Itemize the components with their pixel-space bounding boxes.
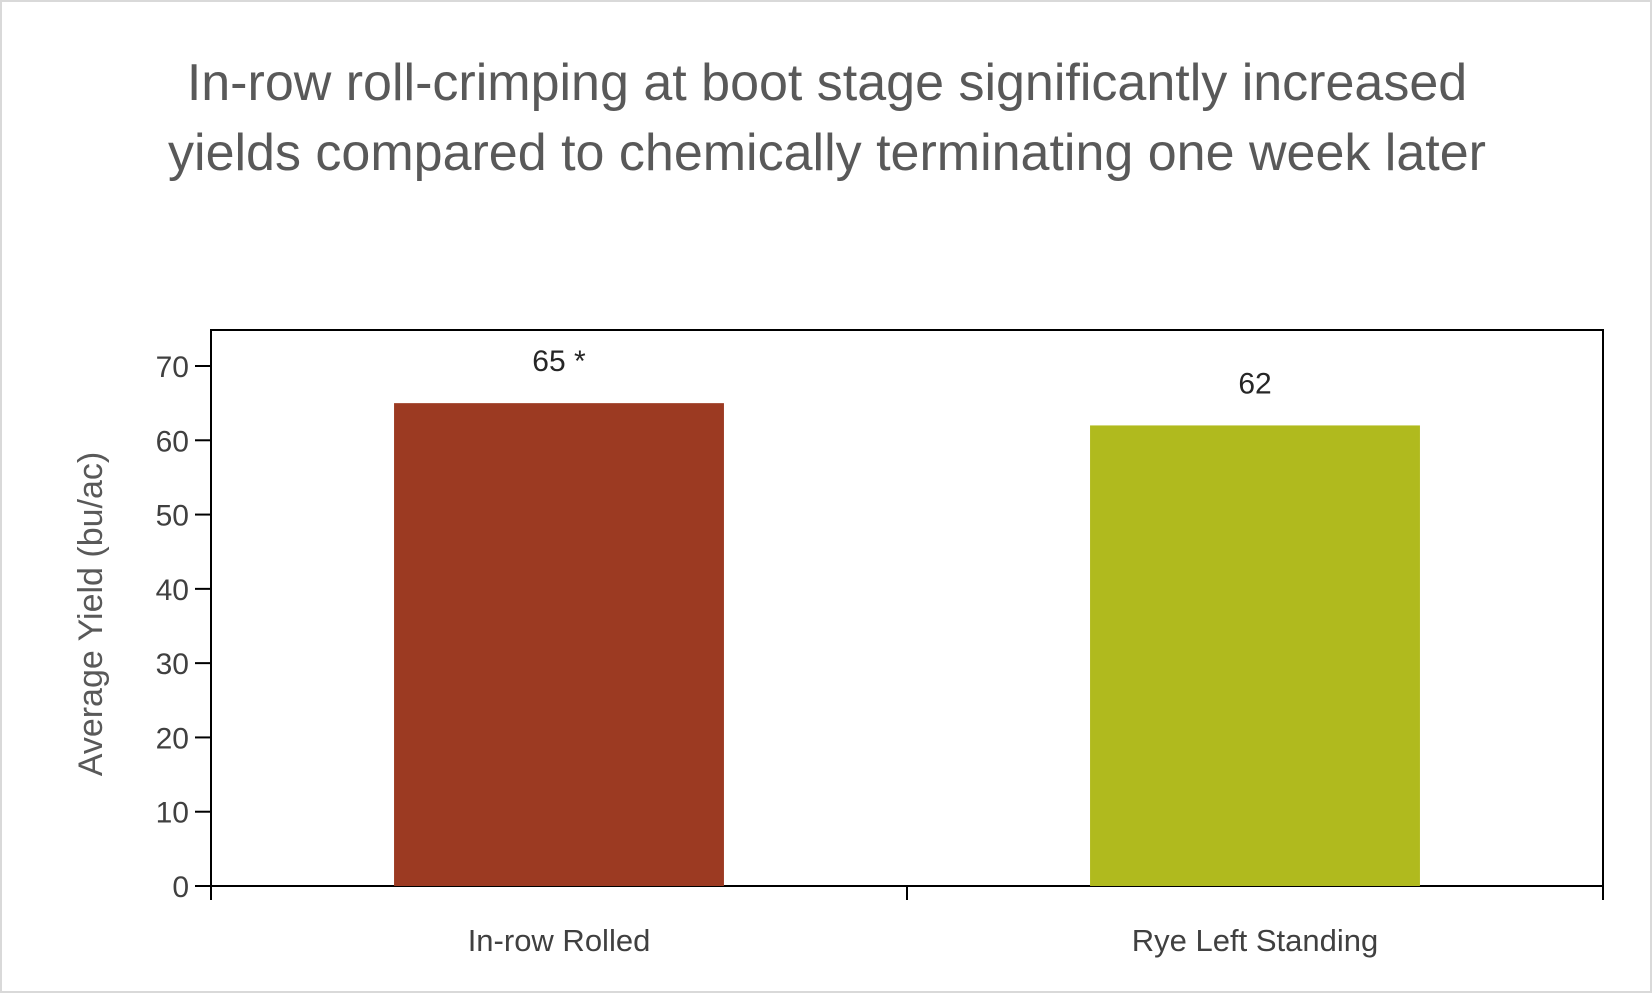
chart-title: In-row roll-crimping at boot stage signi… [168,54,1486,182]
y-tick-label: 60 [156,425,189,458]
y-tick-label: 50 [156,500,189,533]
y-tick-label: 20 [156,722,189,755]
y-tick-label: 10 [156,797,189,830]
data-label: 62 [1238,367,1271,400]
bar [394,403,724,886]
data-labels: 65 * 62 [532,345,1271,400]
y-tick-label: 30 [156,648,189,681]
bar [1090,425,1420,886]
y-tick-label: 0 [172,871,189,904]
y-tick-label: 70 [156,351,189,384]
x-category-label: In-row Rolled [468,923,651,958]
y-axis-title: Average Yield (bu/ac) [72,452,110,776]
data-label: 65 * [532,345,586,378]
y-tick-label: 40 [156,574,189,607]
x-category-label: Rye Left Standing [1132,923,1378,958]
y-axis: 0 10 20 30 40 50 60 70 [156,351,212,904]
x-axis: In-row Rolled Rye Left Standing [210,886,1604,958]
bars [394,403,1420,886]
